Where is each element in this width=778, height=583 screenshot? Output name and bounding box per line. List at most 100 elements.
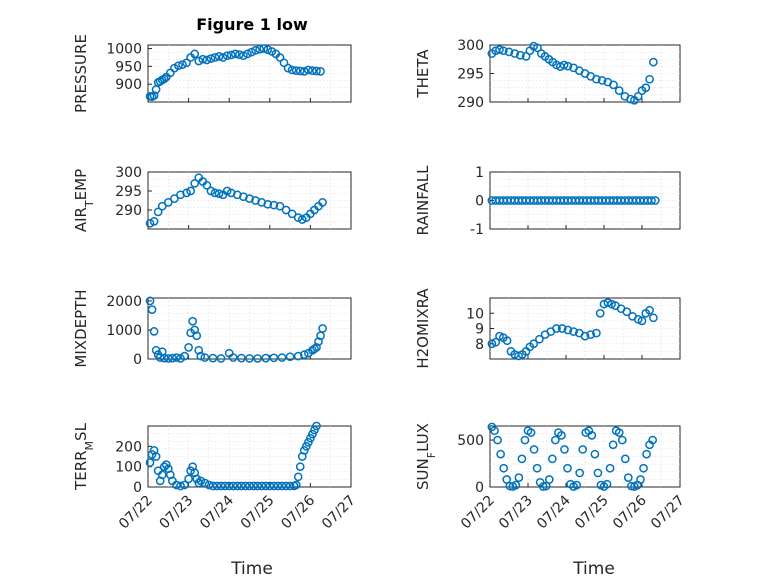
sun-flux-data-point [505, 481, 515, 491]
terr-msl-data-point [204, 480, 214, 490]
terr-msl-data-point [194, 478, 204, 488]
mixdepth-data-point [245, 354, 254, 363]
air-temp-data-point [163, 198, 173, 207]
mixdepth-data-point [318, 324, 327, 333]
sun-flux-data-point [538, 482, 548, 491]
pressure-y-tick-label: 1000 [106, 42, 142, 58]
sun-flux-data-point [529, 445, 539, 454]
terr-msl-data-point [265, 481, 275, 491]
mixdepth-data-point [310, 344, 319, 354]
air-temp-data-point [214, 189, 224, 199]
theta-data-point [563, 61, 573, 71]
h2omixra-data-point [645, 305, 654, 315]
mixdepth-data-point [261, 353, 271, 363]
sun-flux-data-point [517, 454, 527, 464]
terr-msl-data-point [253, 481, 262, 491]
pressure-data-point [230, 49, 240, 59]
terr-msl-y-tick-label: 200 [115, 439, 142, 455]
mixdepth-data-point [293, 351, 303, 361]
terr-msl-data-point [212, 481, 222, 491]
theta-data-point [559, 60, 569, 70]
h2omixra-y-tick-label: 10 [466, 306, 484, 322]
sun-flux-x-tick-label: 07/23 [496, 493, 536, 533]
sun-flux-y-tick-label: 500 [457, 433, 484, 449]
terr-msl-data-point [172, 480, 181, 490]
sun-flux-data-point [496, 449, 505, 459]
pressure-y-tick-label: 950 [115, 59, 142, 75]
terr-msl-y-tick-label: 0 [133, 480, 142, 496]
sun-flux-x-tick-label: 07/25 [572, 493, 612, 533]
sun-flux-data-point [514, 473, 524, 482]
mixdepth-y-tick-label: 0 [133, 352, 142, 368]
h2omixra-data-point [563, 325, 573, 335]
mixdepth-data-point [155, 353, 165, 362]
sun-flux-data-point [551, 435, 560, 445]
h2omixra-data-point [649, 313, 658, 323]
x-axis-label-left: Time [230, 559, 273, 579]
sun-flux-data-point [563, 463, 572, 473]
terr-msl-x-tick-label: 07/23 [157, 493, 197, 533]
terr-msl-data-point [145, 458, 155, 467]
theta-y-tick-label: 300 [457, 38, 484, 54]
terr-msl-data-point [157, 470, 167, 480]
rainfall-data-point [647, 196, 656, 205]
sun-flux-y-tick-label: 0 [475, 480, 484, 496]
air-temp-data-point [145, 218, 155, 228]
h2omixra-data-point [592, 328, 601, 338]
air-temp-y-axis-label: AIRTEMP [72, 169, 96, 232]
mixdepth-data-point [188, 316, 198, 326]
terr-msl-data-point [273, 481, 283, 491]
h2omixra-data-point [557, 324, 567, 333]
terr-msl-data-point [184, 474, 193, 484]
sun-flux-data-point [526, 428, 536, 437]
terr-msl-data-point [224, 481, 234, 491]
terr-msl-data-point [200, 478, 210, 488]
terr-msl-data-point [310, 425, 319, 435]
mixdepth-subplot: 0 1000 2000 MIXDEPTH [72, 289, 352, 368]
h2omixra-data-point [491, 337, 501, 347]
sun-flux-data-point [544, 475, 554, 484]
terr-msl-data-point [159, 462, 169, 472]
terr-msl-data-point [291, 480, 301, 490]
rainfall-subplot: -1 0 1 RAINFALL [414, 165, 681, 238]
terr-msl-data-point [304, 437, 313, 447]
h2omixra-data-point [569, 327, 578, 336]
terr-msl-data-point [220, 481, 230, 491]
x-axis-label-right: Time [572, 559, 615, 579]
sun-flux-data-point [642, 449, 651, 459]
theta-data-point [597, 75, 607, 85]
terr-msl-data-point [301, 441, 311, 451]
pressure-data-point [243, 49, 252, 59]
sun-flux-data-point [617, 435, 627, 445]
terr-msl-data-point [245, 481, 254, 491]
sun-flux-data-point [575, 468, 585, 478]
pressure-data-point [214, 52, 224, 61]
air-temp-data-point [149, 217, 159, 226]
mixdepth-data-point [314, 337, 323, 346]
sun-flux-x-tick-label: 07/27 [648, 493, 688, 533]
pressure-data-point [287, 65, 297, 75]
h2omixra-data-point [637, 316, 647, 326]
theta-data-point [609, 80, 618, 90]
sun-flux-data-point [623, 473, 633, 482]
sun-flux-data-point [578, 445, 588, 454]
rainfall-y-tick-label: 0 [475, 194, 484, 210]
pressure-data-point [304, 65, 313, 75]
sun-flux-data-point [636, 475, 645, 484]
sun-flux-data-point [602, 479, 612, 489]
sun-flux-data-point [593, 468, 603, 478]
mixdepth-data-point [145, 296, 155, 306]
theta-data-point [645, 74, 654, 84]
air-temp-data-point [263, 199, 273, 209]
pressure-y-axis-label: PRESSURE [72, 34, 90, 113]
theta-y-tick-label: 290 [457, 95, 484, 111]
air-temp-data-point [153, 207, 163, 217]
mixdepth-data-point [277, 353, 287, 362]
rainfall-y-axis-label: RAINFALL [414, 165, 432, 236]
mixdepth-data-point [180, 351, 189, 361]
h2omixra-y-tick-label: 9 [475, 322, 484, 338]
